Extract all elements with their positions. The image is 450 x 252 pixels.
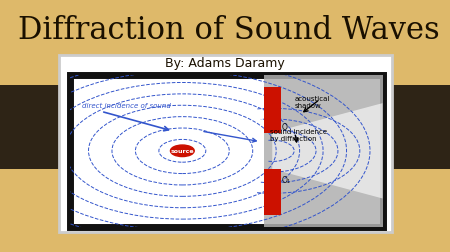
- Bar: [70, 76, 382, 227]
- Text: O: O: [282, 122, 288, 132]
- Bar: [264, 76, 382, 227]
- Text: By: Adams Daramy: By: Adams Daramy: [165, 56, 285, 70]
- Bar: [371, 86, 450, 169]
- Text: O₁: O₁: [282, 175, 291, 184]
- Bar: [264, 88, 281, 133]
- Polygon shape: [272, 104, 382, 199]
- Bar: [58, 55, 392, 232]
- Text: Diffraction of Sound Waves: Diffraction of Sound Waves: [18, 15, 440, 46]
- Text: source: source: [171, 149, 194, 154]
- Bar: [264, 169, 281, 215]
- Bar: [0, 86, 79, 169]
- Circle shape: [171, 145, 194, 157]
- Text: acoustical
shadow: acoustical shadow: [295, 95, 330, 108]
- Text: sound incidence
by diffraction: sound incidence by diffraction: [270, 129, 327, 141]
- Text: direct incidence of sound: direct incidence of sound: [82, 102, 171, 108]
